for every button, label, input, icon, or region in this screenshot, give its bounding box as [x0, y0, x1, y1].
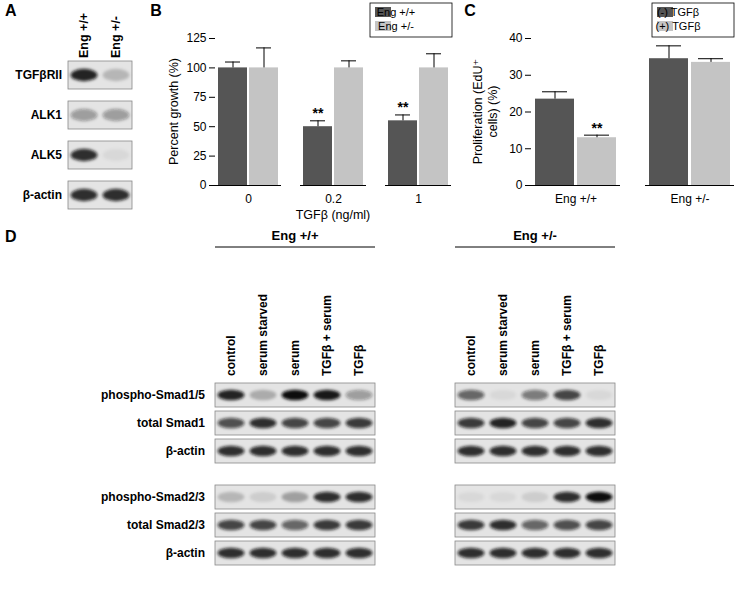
svg-text:30: 30 — [509, 68, 523, 82]
svg-text:C: C — [464, 2, 476, 19]
svg-text:Eng +/-: Eng +/- — [513, 228, 557, 243]
svg-text:TGFβ: TGFβ — [352, 345, 366, 376]
svg-text:1: 1 — [415, 192, 422, 206]
svg-text:β-actin: β-actin — [166, 444, 205, 458]
svg-text:Eng +/+: Eng +/+ — [555, 192, 597, 206]
svg-text:control: control — [464, 335, 478, 376]
svg-text:TGFβ + serum: TGFβ + serum — [320, 295, 334, 376]
svg-text:Eng +/+: Eng +/+ — [272, 228, 319, 243]
svg-text:25: 25 — [193, 149, 207, 163]
svg-text:B: B — [150, 2, 162, 19]
svg-text:phospho-Smad2/3: phospho-Smad2/3 — [101, 490, 205, 504]
svg-text:0: 0 — [516, 178, 523, 192]
svg-text:Eng +/-: Eng +/- — [378, 20, 414, 32]
svg-text:**: ** — [398, 99, 409, 115]
svg-text:ALK5: ALK5 — [31, 148, 63, 162]
svg-text:(-) TGFβ: (-) TGFβ — [657, 6, 699, 18]
svg-text:0.2: 0.2 — [325, 192, 342, 206]
svg-text:serum: serum — [288, 340, 302, 376]
svg-text:total Smad1: total Smad1 — [137, 416, 205, 430]
svg-text:0: 0 — [200, 178, 207, 192]
svg-text:β-actin: β-actin — [23, 188, 62, 202]
svg-text:serum: serum — [528, 340, 542, 376]
svg-text:TGFβ + serum: TGFβ + serum — [560, 295, 574, 376]
svg-text:0: 0 — [245, 192, 252, 206]
svg-text:β-actin: β-actin — [166, 546, 205, 560]
svg-text:phospho-Smad1/5: phospho-Smad1/5 — [101, 388, 205, 402]
svg-text:(+) TGFβ: (+) TGFβ — [656, 20, 701, 32]
svg-text:Percent growth (%): Percent growth (%) — [167, 58, 181, 165]
svg-text:125: 125 — [186, 31, 206, 45]
svg-text:TGFβ: TGFβ — [592, 345, 606, 376]
svg-text:**: ** — [592, 120, 603, 136]
svg-text:serum starved: serum starved — [256, 294, 270, 376]
svg-text:control: control — [224, 335, 238, 376]
svg-text:Eng +/+: Eng +/+ — [77, 13, 91, 58]
svg-text:75: 75 — [193, 90, 207, 104]
svg-text:TGFβRII: TGFβRII — [15, 68, 62, 82]
svg-text:A: A — [5, 2, 17, 19]
svg-text:10: 10 — [509, 142, 523, 156]
svg-text:serum starved: serum starved — [496, 294, 510, 376]
svg-text:Proliferation (EdU⁺cells) (%): Proliferation (EdU⁺cells) (%) — [471, 59, 500, 164]
svg-text:50: 50 — [193, 120, 207, 134]
svg-text:ALK1: ALK1 — [31, 108, 63, 122]
svg-text:TGFβ (ng/ml): TGFβ (ng/ml) — [296, 208, 371, 222]
svg-text:total Smad2/3: total Smad2/3 — [127, 518, 205, 532]
svg-text:Eng +/-: Eng +/- — [109, 16, 123, 58]
svg-text:40: 40 — [509, 31, 523, 45]
svg-text:Eng +/-: Eng +/- — [670, 192, 709, 206]
svg-text:**: ** — [313, 105, 324, 121]
svg-text:100: 100 — [186, 61, 206, 75]
svg-text:20: 20 — [509, 105, 523, 119]
svg-text:D: D — [5, 228, 17, 245]
svg-text:Eng +/+: Eng +/+ — [377, 6, 416, 18]
